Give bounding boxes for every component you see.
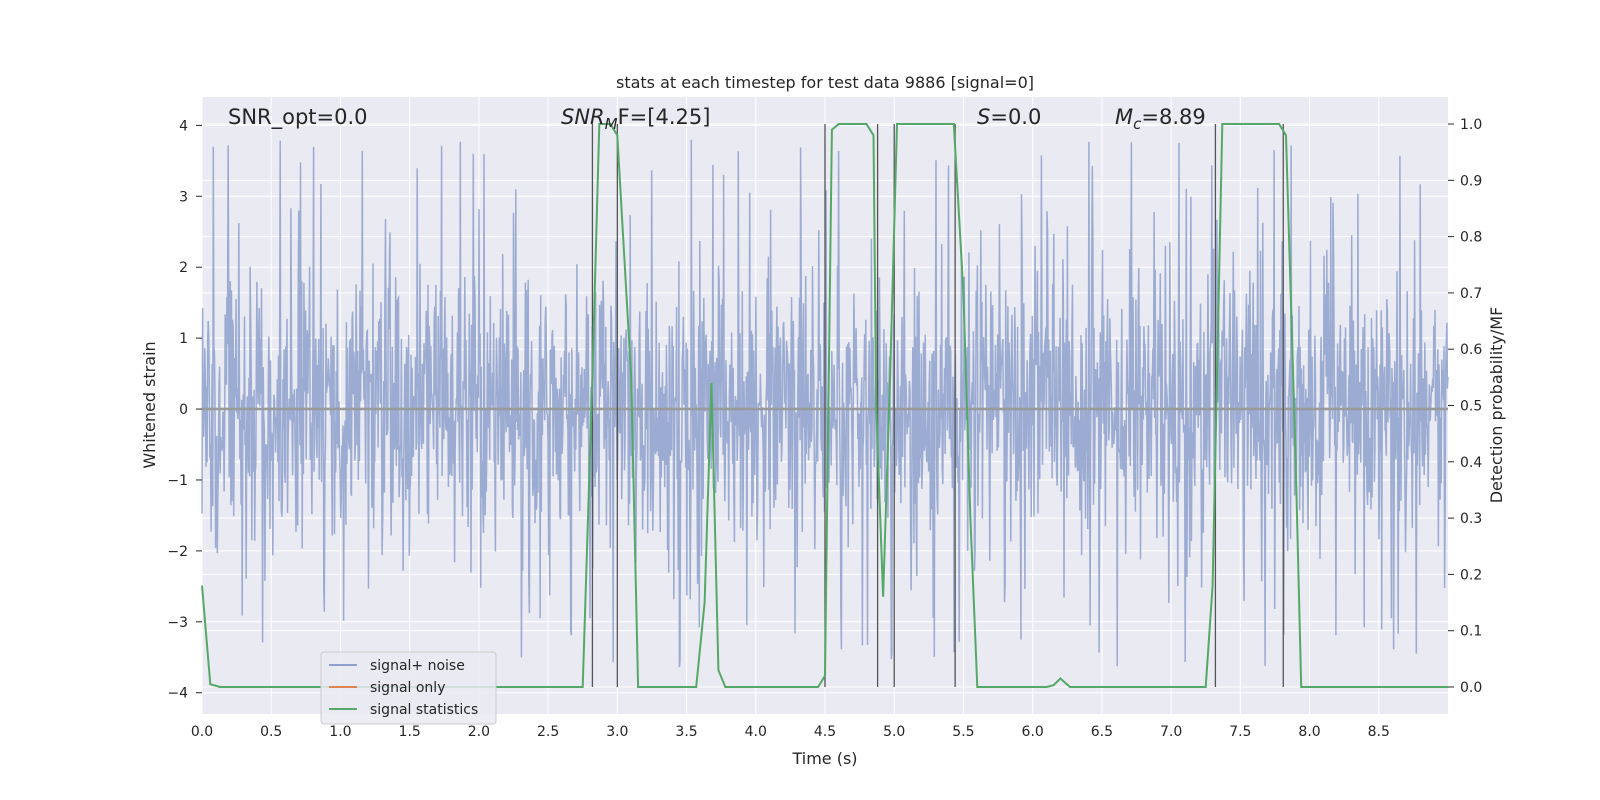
x-tick-label: 1.0 xyxy=(329,724,351,740)
y-left-axis-title: Whitened strain xyxy=(140,341,159,468)
x-tick-label: 4.0 xyxy=(745,724,767,740)
y-right-tick-label: 0.7 xyxy=(1460,286,1482,302)
y-left-tick-label: 3 xyxy=(179,189,188,205)
annotation-snr-mf-rest: F=[4.25] xyxy=(618,105,711,129)
y-left-tick-label: 2 xyxy=(179,260,188,276)
x-tick-label: 4.5 xyxy=(814,724,836,740)
y-left-tick-label: −4 xyxy=(167,686,188,702)
y-right-tick-label: 0.3 xyxy=(1460,511,1482,527)
annotation-s-main: S xyxy=(977,105,990,129)
annotation-s-rest: =0.0 xyxy=(990,105,1041,129)
x-tick-label: 1.5 xyxy=(399,724,421,740)
y-right-tick-label: 0.6 xyxy=(1460,342,1482,358)
x-tick-label: 8.5 xyxy=(1368,724,1390,740)
y-right-tick-label: 0.5 xyxy=(1460,399,1482,415)
y-right-tick-label: 1.0 xyxy=(1460,117,1482,133)
x-axis-ticks: 0.0 0.5 1.0 1.5 2.0 2.5 3.0 3.5 4.0 4.5 5.0 5.5 6.0 6… xyxy=(191,724,1390,740)
annotation-mc: Mc=8.89 xyxy=(1115,105,1206,133)
x-tick-label: 3.5 xyxy=(675,724,697,740)
annotation-s: S=0.0 xyxy=(977,105,1041,129)
y-right-tick-label: 0.9 xyxy=(1460,173,1482,189)
chart-title: stats at each timestep for test data 988… xyxy=(616,73,1034,92)
annotation-snr-mf: SNRMF=[4.25] xyxy=(561,105,710,133)
annotation-mc-main: M xyxy=(1115,105,1133,129)
x-tick-label: 0.5 xyxy=(260,724,282,740)
legend: signal+ noise signal only signal statist… xyxy=(320,651,497,725)
y-right-axis-title: Detection probability/MF xyxy=(1487,307,1506,504)
legend-label-signal-noise: signal+ noise xyxy=(370,658,465,674)
x-tick-label: 0.0 xyxy=(191,724,213,740)
y-right-axis-ticks: 1.0 0.9 0.8 0.7 0.6 0.5 0.4 0.3 0.2 0.1 0.0 xyxy=(1448,117,1482,696)
y-left-tick-label: 4 xyxy=(179,118,188,134)
y-right-tick-label: 0.1 xyxy=(1460,624,1482,640)
x-tick-label: 6.0 xyxy=(1022,724,1044,740)
y-left-tick-label: 1 xyxy=(179,331,188,347)
signal-statistics-line xyxy=(201,123,1448,688)
annotation-snr-mf-sub: M xyxy=(605,115,618,133)
annotation-snr-opt: SNR_opt=0.0 xyxy=(228,105,368,130)
annotation-mc-rest: =8.89 xyxy=(1141,105,1205,129)
x-tick-label: 7.5 xyxy=(1229,724,1251,740)
x-axis-title: Time (s) xyxy=(791,749,857,768)
x-tick-label: 7.0 xyxy=(1160,724,1182,740)
x-tick-label: 8.0 xyxy=(1298,724,1320,740)
y-right-tick-label: 0.8 xyxy=(1460,230,1482,246)
x-tick-label: 5.5 xyxy=(952,724,974,740)
y-right-tick-label: 0.4 xyxy=(1460,455,1482,471)
legend-label-signal-statistics: signal statistics xyxy=(370,702,478,718)
y-right-tick-label: 0.2 xyxy=(1460,567,1482,583)
annotation-snr-mf-main: SNR xyxy=(561,105,605,129)
legend-box xyxy=(320,651,497,725)
y-left-tick-label: 0 xyxy=(179,402,188,418)
y-left-axis-ticks: 4 3 2 1 0 −1 −2 −3 −4 xyxy=(167,118,202,702)
y-left-tick-label: −3 xyxy=(167,615,188,631)
x-tick-label: 6.5 xyxy=(1091,724,1113,740)
y-left-tick-label: −1 xyxy=(167,473,188,489)
x-tick-label: 2.0 xyxy=(468,724,490,740)
signal-statistics-series xyxy=(201,123,1448,688)
x-tick-label: 2.5 xyxy=(537,724,559,740)
x-tick-label: 3.0 xyxy=(606,724,628,740)
annotation-mc-sub: c xyxy=(1133,115,1142,133)
x-tick-label: 5.0 xyxy=(883,724,905,740)
y-right-tick-label: 0.0 xyxy=(1460,680,1482,696)
legend-label-signal-only: signal only xyxy=(370,680,445,696)
y-left-tick-label: −2 xyxy=(167,544,188,560)
